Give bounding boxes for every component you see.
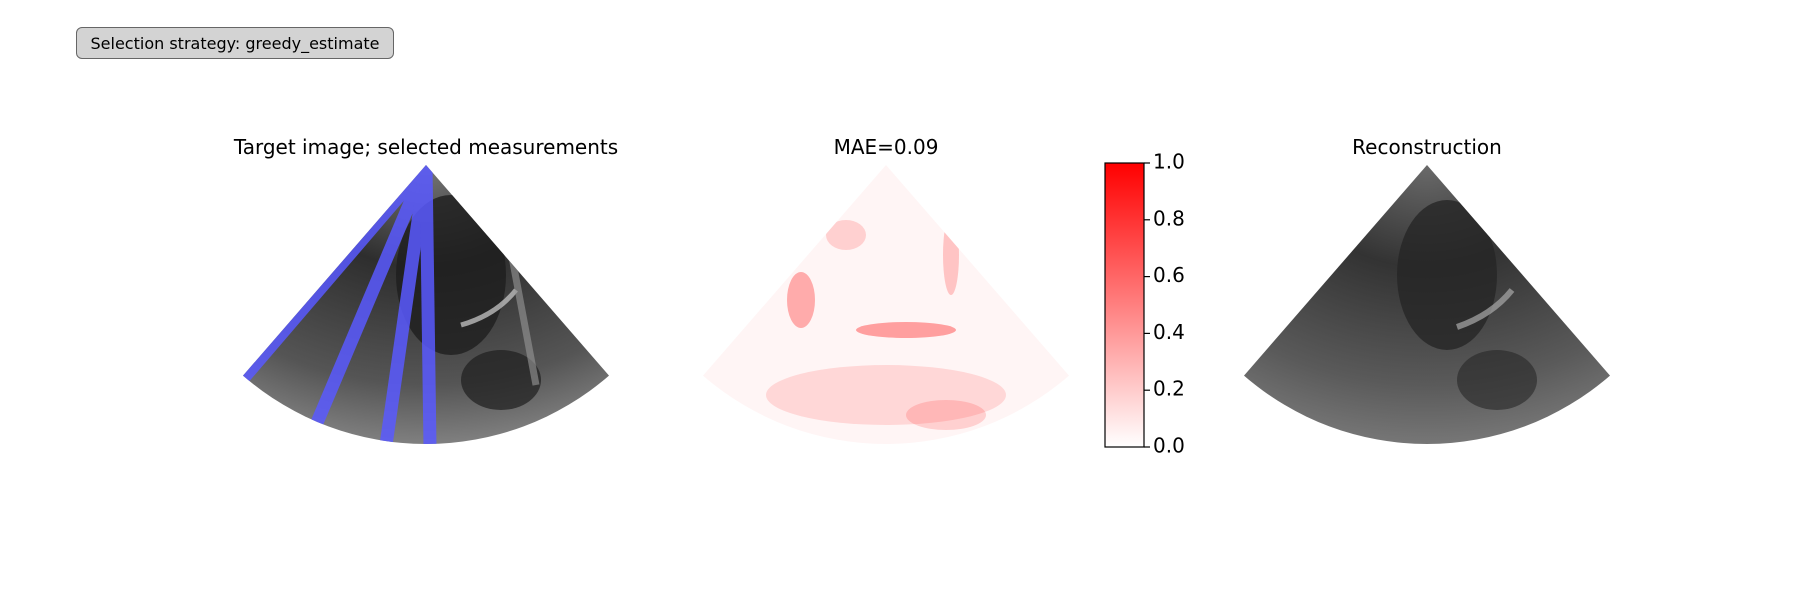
colorbar-tick-label: 0.4 xyxy=(1153,320,1185,344)
colorbar-tick-label: 0.0 xyxy=(1153,434,1185,458)
panel-title: Target image; selected measurements xyxy=(233,135,618,159)
target-image xyxy=(243,165,609,445)
reconstruction-image xyxy=(1244,165,1610,445)
panel-title: Reconstruction xyxy=(1352,135,1502,159)
colorbar-fill xyxy=(1104,162,1145,448)
panel-title: MAE=0.09 xyxy=(834,135,939,159)
colorbar-tick-label: 0.2 xyxy=(1153,377,1185,401)
error-map xyxy=(703,165,1069,445)
colorbar-tick-label: 0.8 xyxy=(1153,206,1185,230)
strategy-button[interactable]: Selection strategy: greedy_estimate xyxy=(76,27,394,59)
colorbar-tick-label: 0.6 xyxy=(1153,263,1185,287)
colorbar-tick-label: 1.0 xyxy=(1153,150,1185,174)
colorbar: 0.0 0.2 0.4 0.6 0.8 1.0 xyxy=(1104,150,1185,458)
